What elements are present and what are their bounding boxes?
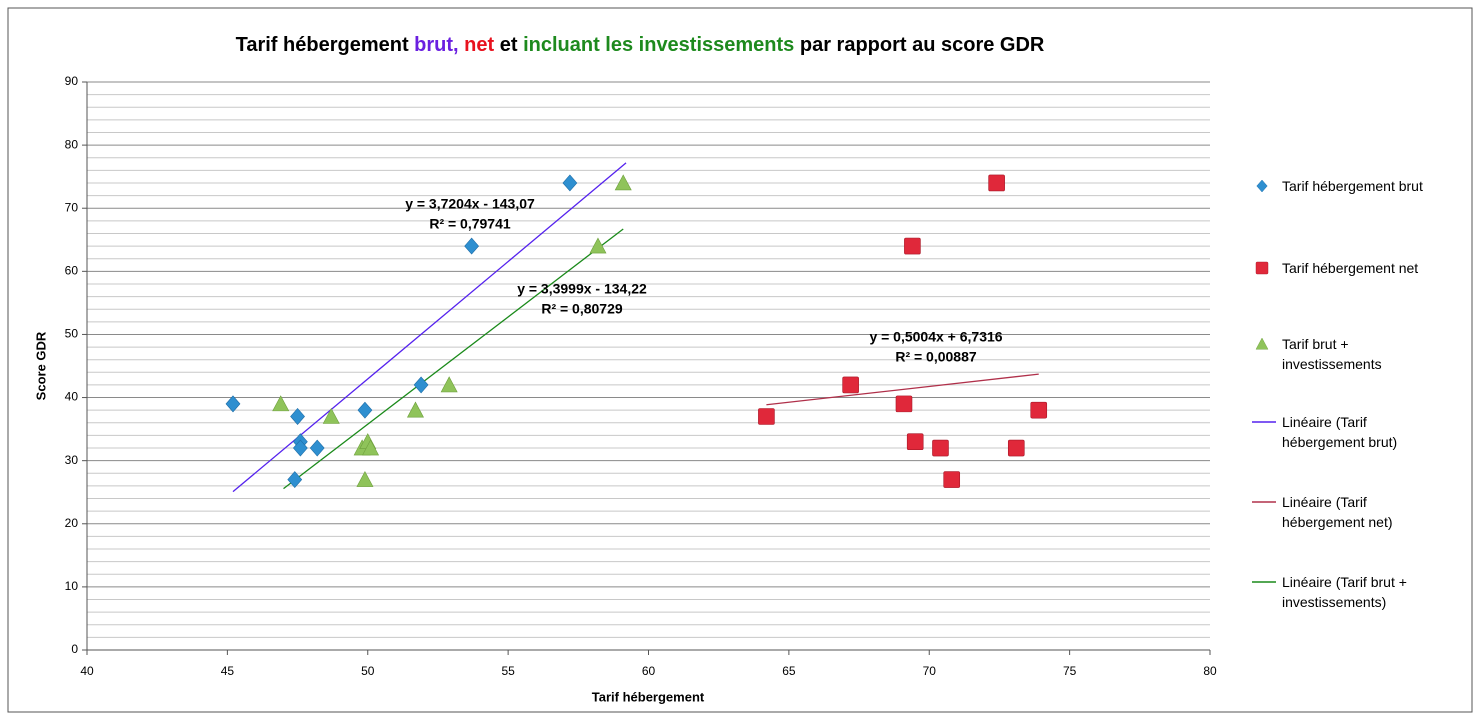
legend-symbol: [1255, 337, 1269, 350]
trendline-r2: R² = 0,00887: [895, 349, 977, 365]
point: [895, 395, 913, 413]
point: [290, 408, 305, 425]
y-axis-label: Score GDR: [33, 331, 48, 400]
legend-symbol: [1252, 501, 1276, 503]
legend-symbol: [1255, 261, 1269, 275]
title-part: net: [459, 34, 495, 56]
point: [413, 376, 429, 394]
title-part: et: [494, 34, 523, 56]
point: [287, 471, 303, 489]
trendline: [283, 228, 624, 490]
point: [1030, 401, 1048, 419]
point: [614, 174, 632, 191]
point: [906, 433, 924, 451]
legend-label: Linéaire (Tarif hébergement brut): [1282, 414, 1398, 450]
x-tick-label: 45: [221, 664, 235, 678]
x-tick-label: 60: [642, 664, 656, 678]
trendline-equation: y = 0,5004x + 6,7316: [869, 329, 1002, 345]
point: [562, 174, 578, 192]
y-tick-label: 10: [65, 579, 79, 593]
point: [272, 395, 290, 412]
point: [904, 237, 921, 255]
y-tick-label: 30: [65, 453, 79, 467]
title-part: incluant les investissements: [523, 34, 794, 56]
point: [362, 439, 380, 456]
x-axis-label: Tarif hébergement: [592, 689, 705, 704]
y-tick-label: 70: [65, 200, 79, 214]
title-part: brut,: [414, 34, 458, 56]
legend-label: Linéaire (Tarif brut + investissements): [1282, 574, 1407, 610]
trendline-r2: R² = 0,79741: [429, 216, 511, 232]
legend-label: Tarif hébergement net: [1282, 260, 1419, 276]
point: [932, 439, 949, 457]
x-tick-label: 80: [1203, 664, 1217, 678]
point: [943, 471, 961, 488]
x-tick-label: 55: [501, 664, 515, 678]
point: [406, 401, 424, 418]
legend-label: Tarif brut + investissements: [1282, 336, 1382, 372]
point: [988, 174, 1005, 192]
point: [842, 376, 859, 394]
point: [440, 376, 458, 393]
legend-label: Linéaire (Tarif hébergement net): [1282, 494, 1393, 530]
legend-symbol: [1252, 421, 1276, 423]
y-tick-label: 90: [65, 74, 79, 88]
point: [357, 401, 373, 419]
trendline-equation: y = 3,3999x - 134,22: [517, 281, 647, 297]
trendline: [766, 373, 1039, 406]
point: [225, 395, 241, 413]
title-part: par rapport au score GDR: [794, 34, 1045, 56]
x-tick-label: 65: [782, 664, 796, 678]
point: [1255, 261, 1269, 275]
x-tick-label: 70: [923, 664, 937, 678]
y-tick-label: 40: [65, 390, 79, 404]
y-tick-label: 60: [65, 264, 79, 278]
legend-label: Tarif hébergement brut: [1282, 178, 1423, 194]
chart-title: Tarif hébergement brut, net et incluant …: [236, 34, 1045, 56]
point: [322, 407, 340, 424]
legend-symbol: [1252, 581, 1276, 583]
x-tick-label: 50: [361, 664, 375, 678]
point: [292, 439, 308, 457]
point: [1256, 179, 1268, 193]
x-tick-label: 75: [1063, 664, 1077, 678]
point: [758, 408, 775, 425]
y-tick-label: 50: [65, 327, 79, 341]
point: [1255, 337, 1269, 350]
trendline-equation: y = 3,7204x - 143,07: [405, 196, 535, 212]
x-tick-label: 40: [80, 664, 94, 678]
trendline-r2: R² = 0,80729: [541, 301, 623, 317]
point: [464, 237, 480, 255]
y-tick-label: 20: [65, 516, 79, 530]
y-tick-label: 0: [71, 642, 78, 656]
point: [356, 470, 374, 487]
point: [309, 439, 325, 457]
point: [1007, 439, 1025, 457]
point: [589, 237, 607, 254]
y-tick-label: 80: [65, 137, 79, 151]
legend-symbol: [1256, 179, 1268, 193]
title-part: Tarif hébergement: [236, 34, 415, 56]
